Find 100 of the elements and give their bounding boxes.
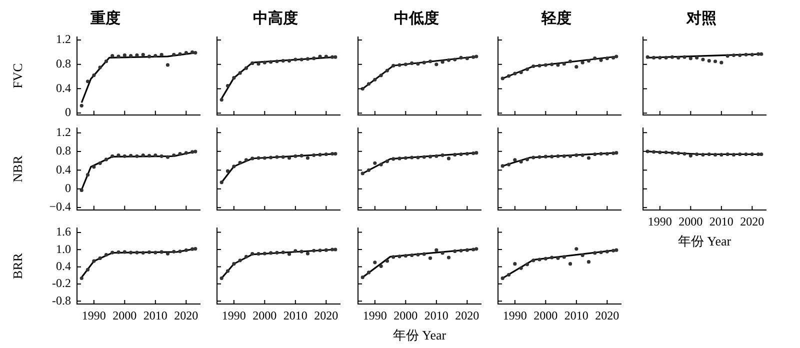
point <box>92 164 96 168</box>
chart-title: 轻度 <box>540 8 572 27</box>
point <box>434 154 438 158</box>
point <box>392 157 396 161</box>
point <box>605 152 609 156</box>
point <box>269 251 273 255</box>
point <box>330 152 334 156</box>
point <box>110 250 114 254</box>
x-tick-label: 2020 <box>595 308 620 322</box>
point <box>190 50 194 54</box>
point <box>525 67 530 72</box>
x-tick-label: 2010 <box>709 214 734 228</box>
point <box>434 248 438 252</box>
y-tick-label: 0.4 <box>56 80 71 95</box>
point <box>194 150 198 154</box>
point <box>599 58 603 62</box>
point <box>532 64 536 68</box>
point <box>416 252 420 256</box>
point <box>86 268 90 272</box>
point <box>440 251 444 255</box>
point <box>612 56 616 60</box>
point <box>428 60 432 64</box>
point <box>287 156 292 160</box>
point <box>129 250 133 254</box>
point <box>688 56 692 60</box>
point <box>550 154 554 158</box>
point <box>166 63 170 67</box>
point <box>104 252 108 256</box>
point <box>324 248 328 252</box>
x-tick-label: 1990 <box>362 308 387 322</box>
point <box>586 156 591 160</box>
x-tick-label: 2020 <box>455 308 480 322</box>
point <box>373 161 377 165</box>
point <box>605 250 609 254</box>
point <box>465 248 469 252</box>
point <box>184 51 188 55</box>
point <box>334 248 338 252</box>
y-tick-label: −0.4 <box>49 199 71 214</box>
point <box>141 52 145 56</box>
point <box>453 58 457 62</box>
point <box>428 154 432 158</box>
point <box>732 53 736 58</box>
point <box>275 250 279 254</box>
point <box>250 252 254 256</box>
point <box>312 248 316 252</box>
point <box>556 63 560 67</box>
x-tick-label: 2020 <box>314 308 338 322</box>
point <box>154 153 158 157</box>
x-tick-label: 2010 <box>564 308 588 322</box>
x-tick-label: 2000 <box>678 214 703 228</box>
point <box>568 60 572 64</box>
point <box>713 60 718 64</box>
point <box>392 255 396 259</box>
point <box>614 54 618 58</box>
x-axis-title: 年份 Year <box>678 234 732 249</box>
point <box>147 54 152 58</box>
y-tick-label: 0.8 <box>56 56 71 71</box>
point <box>110 54 114 58</box>
point <box>379 74 383 78</box>
point <box>513 72 517 76</box>
point <box>658 56 662 60</box>
point <box>294 58 298 62</box>
point <box>556 154 560 158</box>
point <box>474 247 478 251</box>
point <box>385 259 390 263</box>
point <box>422 155 426 159</box>
point <box>506 74 511 78</box>
point <box>232 262 236 266</box>
point <box>220 180 224 184</box>
point <box>232 164 236 168</box>
point <box>166 155 170 159</box>
point <box>226 269 230 273</box>
point <box>676 56 680 60</box>
point <box>244 66 248 70</box>
point <box>707 58 711 63</box>
point <box>98 161 102 165</box>
point <box>86 80 90 84</box>
point <box>287 58 292 63</box>
point <box>744 52 748 56</box>
point <box>116 153 120 157</box>
point <box>373 78 377 82</box>
point <box>312 153 316 157</box>
point <box>544 256 548 260</box>
point <box>440 153 444 157</box>
point <box>599 152 603 156</box>
x-tick-label: 2000 <box>534 308 558 322</box>
point <box>226 84 230 88</box>
point <box>760 52 764 56</box>
x-tick-label: 2020 <box>740 214 764 228</box>
x-axis-title: 年份 Year <box>392 328 447 343</box>
point <box>544 154 548 158</box>
point <box>147 154 152 158</box>
point <box>129 54 133 58</box>
point <box>465 152 469 156</box>
point <box>532 156 536 160</box>
point <box>738 53 742 58</box>
x-tick-label: 2020 <box>174 308 198 322</box>
point <box>178 249 182 253</box>
y-tick-label: 0.4 <box>56 258 71 273</box>
point <box>474 151 478 155</box>
